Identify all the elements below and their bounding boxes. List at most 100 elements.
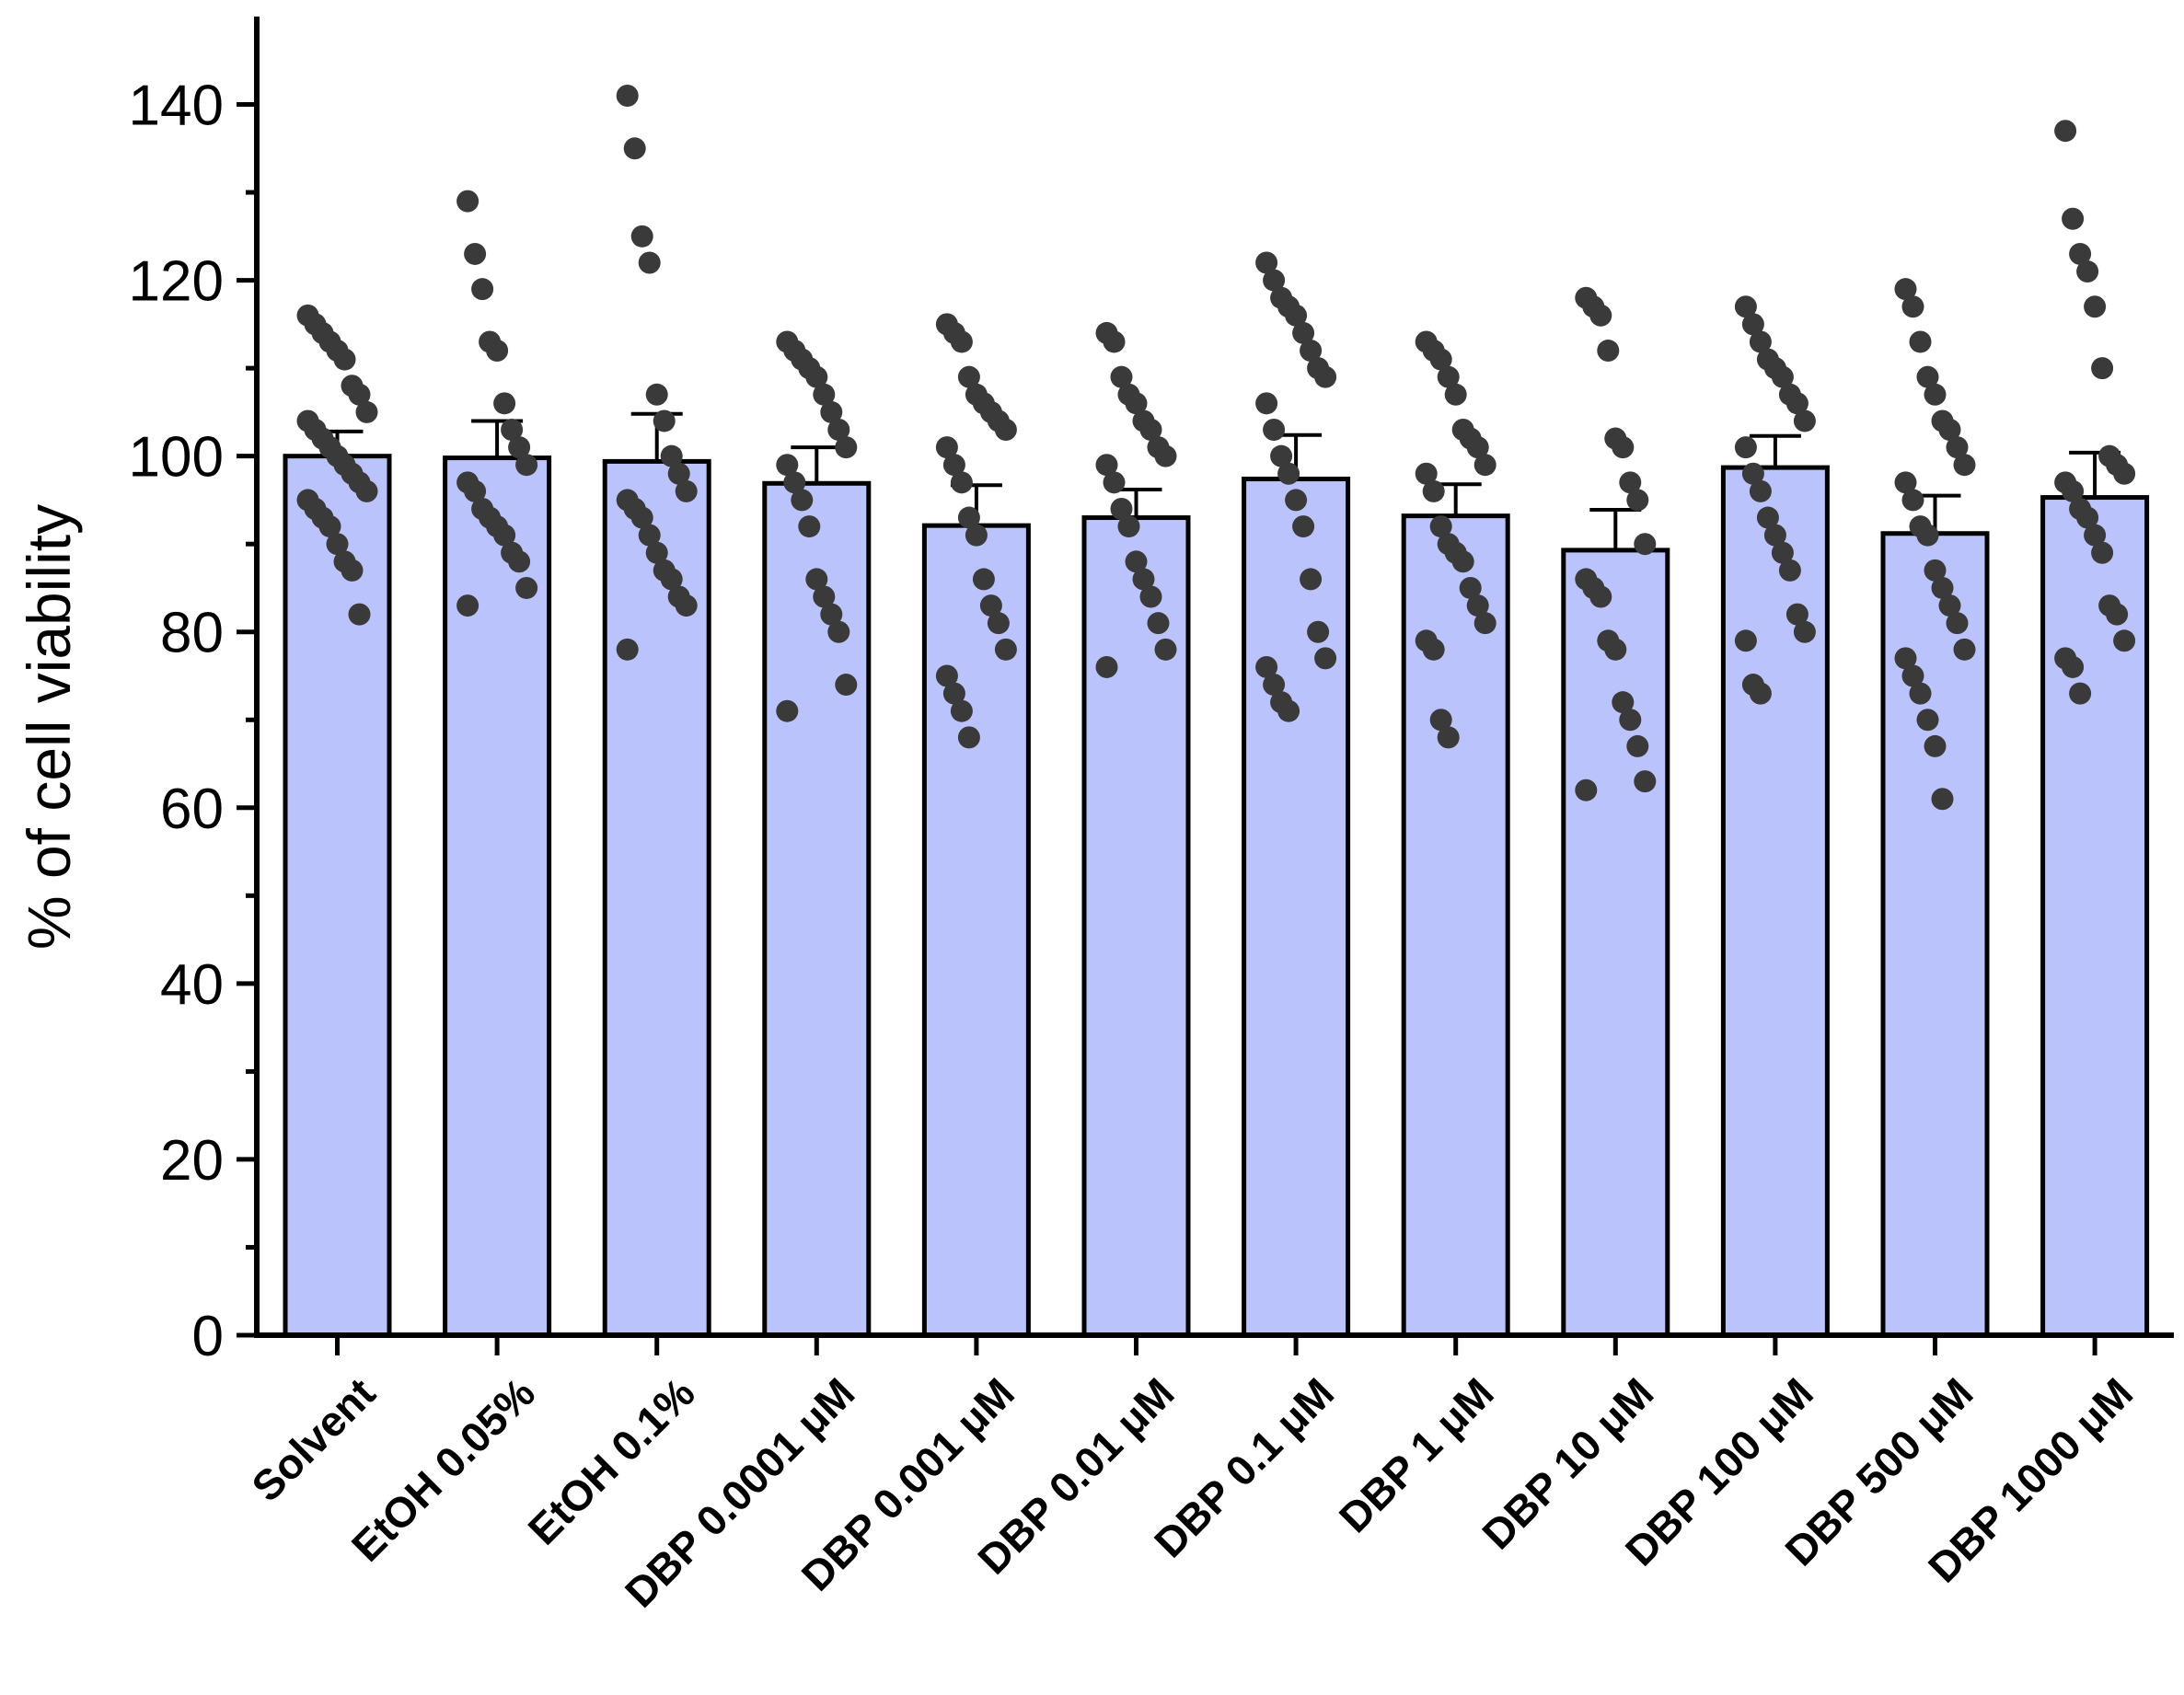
bar: [1720, 465, 1830, 1338]
data-point: [1749, 479, 1772, 502]
data-point: [1422, 479, 1445, 502]
data-point: [1916, 709, 1939, 732]
data-point: [660, 568, 683, 591]
data-point: [2069, 242, 2092, 265]
data-point: [1285, 489, 1308, 512]
data-point: [950, 699, 973, 722]
data-point: [2062, 655, 2085, 678]
data-point: [1909, 682, 1932, 705]
data-point: [1894, 278, 1917, 301]
data-point: [630, 225, 653, 248]
data-point: [798, 515, 821, 538]
data-point: [1953, 454, 1976, 477]
data-point: [1589, 304, 1612, 327]
data-point: [1292, 321, 1315, 344]
data-point: [1473, 612, 1496, 635]
data-point: [1894, 471, 1917, 494]
data-point: [1132, 568, 1155, 591]
data-point: [1785, 603, 1808, 626]
data-point: [935, 664, 958, 687]
data-point: [820, 400, 843, 423]
data-point: [486, 340, 509, 363]
axes-layer: [254, 17, 2174, 1338]
data-point: [1095, 655, 1118, 678]
data-point: [2091, 541, 2114, 564]
data-point: [1612, 691, 1635, 714]
data-point: [638, 251, 661, 274]
data-point: [1307, 620, 1330, 643]
data-point: [630, 506, 653, 529]
data-point: [464, 479, 487, 502]
data-point: [1626, 489, 1649, 512]
data-point: [1263, 269, 1286, 292]
data-point: [1771, 541, 1794, 564]
data-point: [1931, 576, 1954, 599]
data-point: [464, 242, 487, 265]
data-point: [1924, 383, 1947, 406]
bar: [921, 523, 1031, 1338]
data-point: [1901, 664, 1924, 687]
data-point: [326, 533, 349, 556]
data-point: [1154, 444, 1177, 467]
data-point: [1429, 515, 1452, 538]
data-point: [1946, 612, 1969, 635]
x-tick-label: DBP 1 μM: [1330, 1368, 1503, 1541]
data-point: [1263, 674, 1286, 697]
data-point: [957, 365, 980, 388]
data-point: [1473, 454, 1496, 477]
data-point: [813, 383, 836, 406]
data-point: [318, 515, 341, 538]
data-point: [1749, 682, 1772, 705]
data-point: [508, 436, 531, 459]
data-point: [827, 419, 850, 442]
y-tick-label: 100: [129, 426, 224, 490]
data-point: [1634, 770, 1657, 793]
data-point: [1953, 638, 1976, 661]
data-point: [1924, 734, 1947, 757]
y-tick-label: 80: [160, 602, 224, 665]
bar: [2040, 495, 2150, 1338]
data-point: [1095, 454, 1118, 477]
data-point: [1139, 585, 1162, 608]
data-point: [1117, 515, 1140, 538]
data-point: [776, 699, 799, 722]
data-point: [645, 383, 668, 406]
data-point: [813, 585, 836, 608]
bar: [762, 480, 872, 1338]
data-point: [1589, 585, 1612, 608]
bar: [283, 454, 392, 1338]
data-point: [805, 365, 828, 388]
data-point: [1734, 629, 1757, 652]
data-point: [1277, 462, 1300, 485]
data-point: [1125, 392, 1148, 415]
data-point: [1612, 436, 1635, 459]
error-bars-layer: [311, 411, 2121, 550]
data-point: [1125, 550, 1148, 573]
data-point: [456, 190, 480, 213]
data-point: [515, 576, 538, 599]
data-point: [501, 419, 524, 442]
data-point: [645, 541, 668, 564]
data-point: [1734, 295, 1757, 318]
data-point: [1619, 471, 1642, 494]
data-point: [2069, 682, 2092, 705]
data-point: [957, 506, 980, 529]
data-point: [333, 348, 356, 371]
data-point: [1255, 655, 1278, 678]
data-point: [1103, 471, 1126, 494]
data-point: [1741, 313, 1764, 336]
data-point: [1634, 533, 1657, 556]
data-point: [1466, 594, 1489, 617]
y-tick-label: 20: [160, 1129, 224, 1193]
data-point: [1909, 330, 1932, 353]
data-point: [1139, 419, 1162, 442]
data-point: [660, 444, 683, 467]
data-point: [2113, 629, 2136, 652]
data-point: [1924, 559, 1947, 582]
data-point: [979, 594, 1002, 617]
bar: [1242, 477, 1351, 1338]
data-point: [1894, 647, 1917, 670]
data-point: [1749, 330, 1772, 353]
data-point: [942, 682, 965, 705]
data-point: [965, 524, 988, 547]
